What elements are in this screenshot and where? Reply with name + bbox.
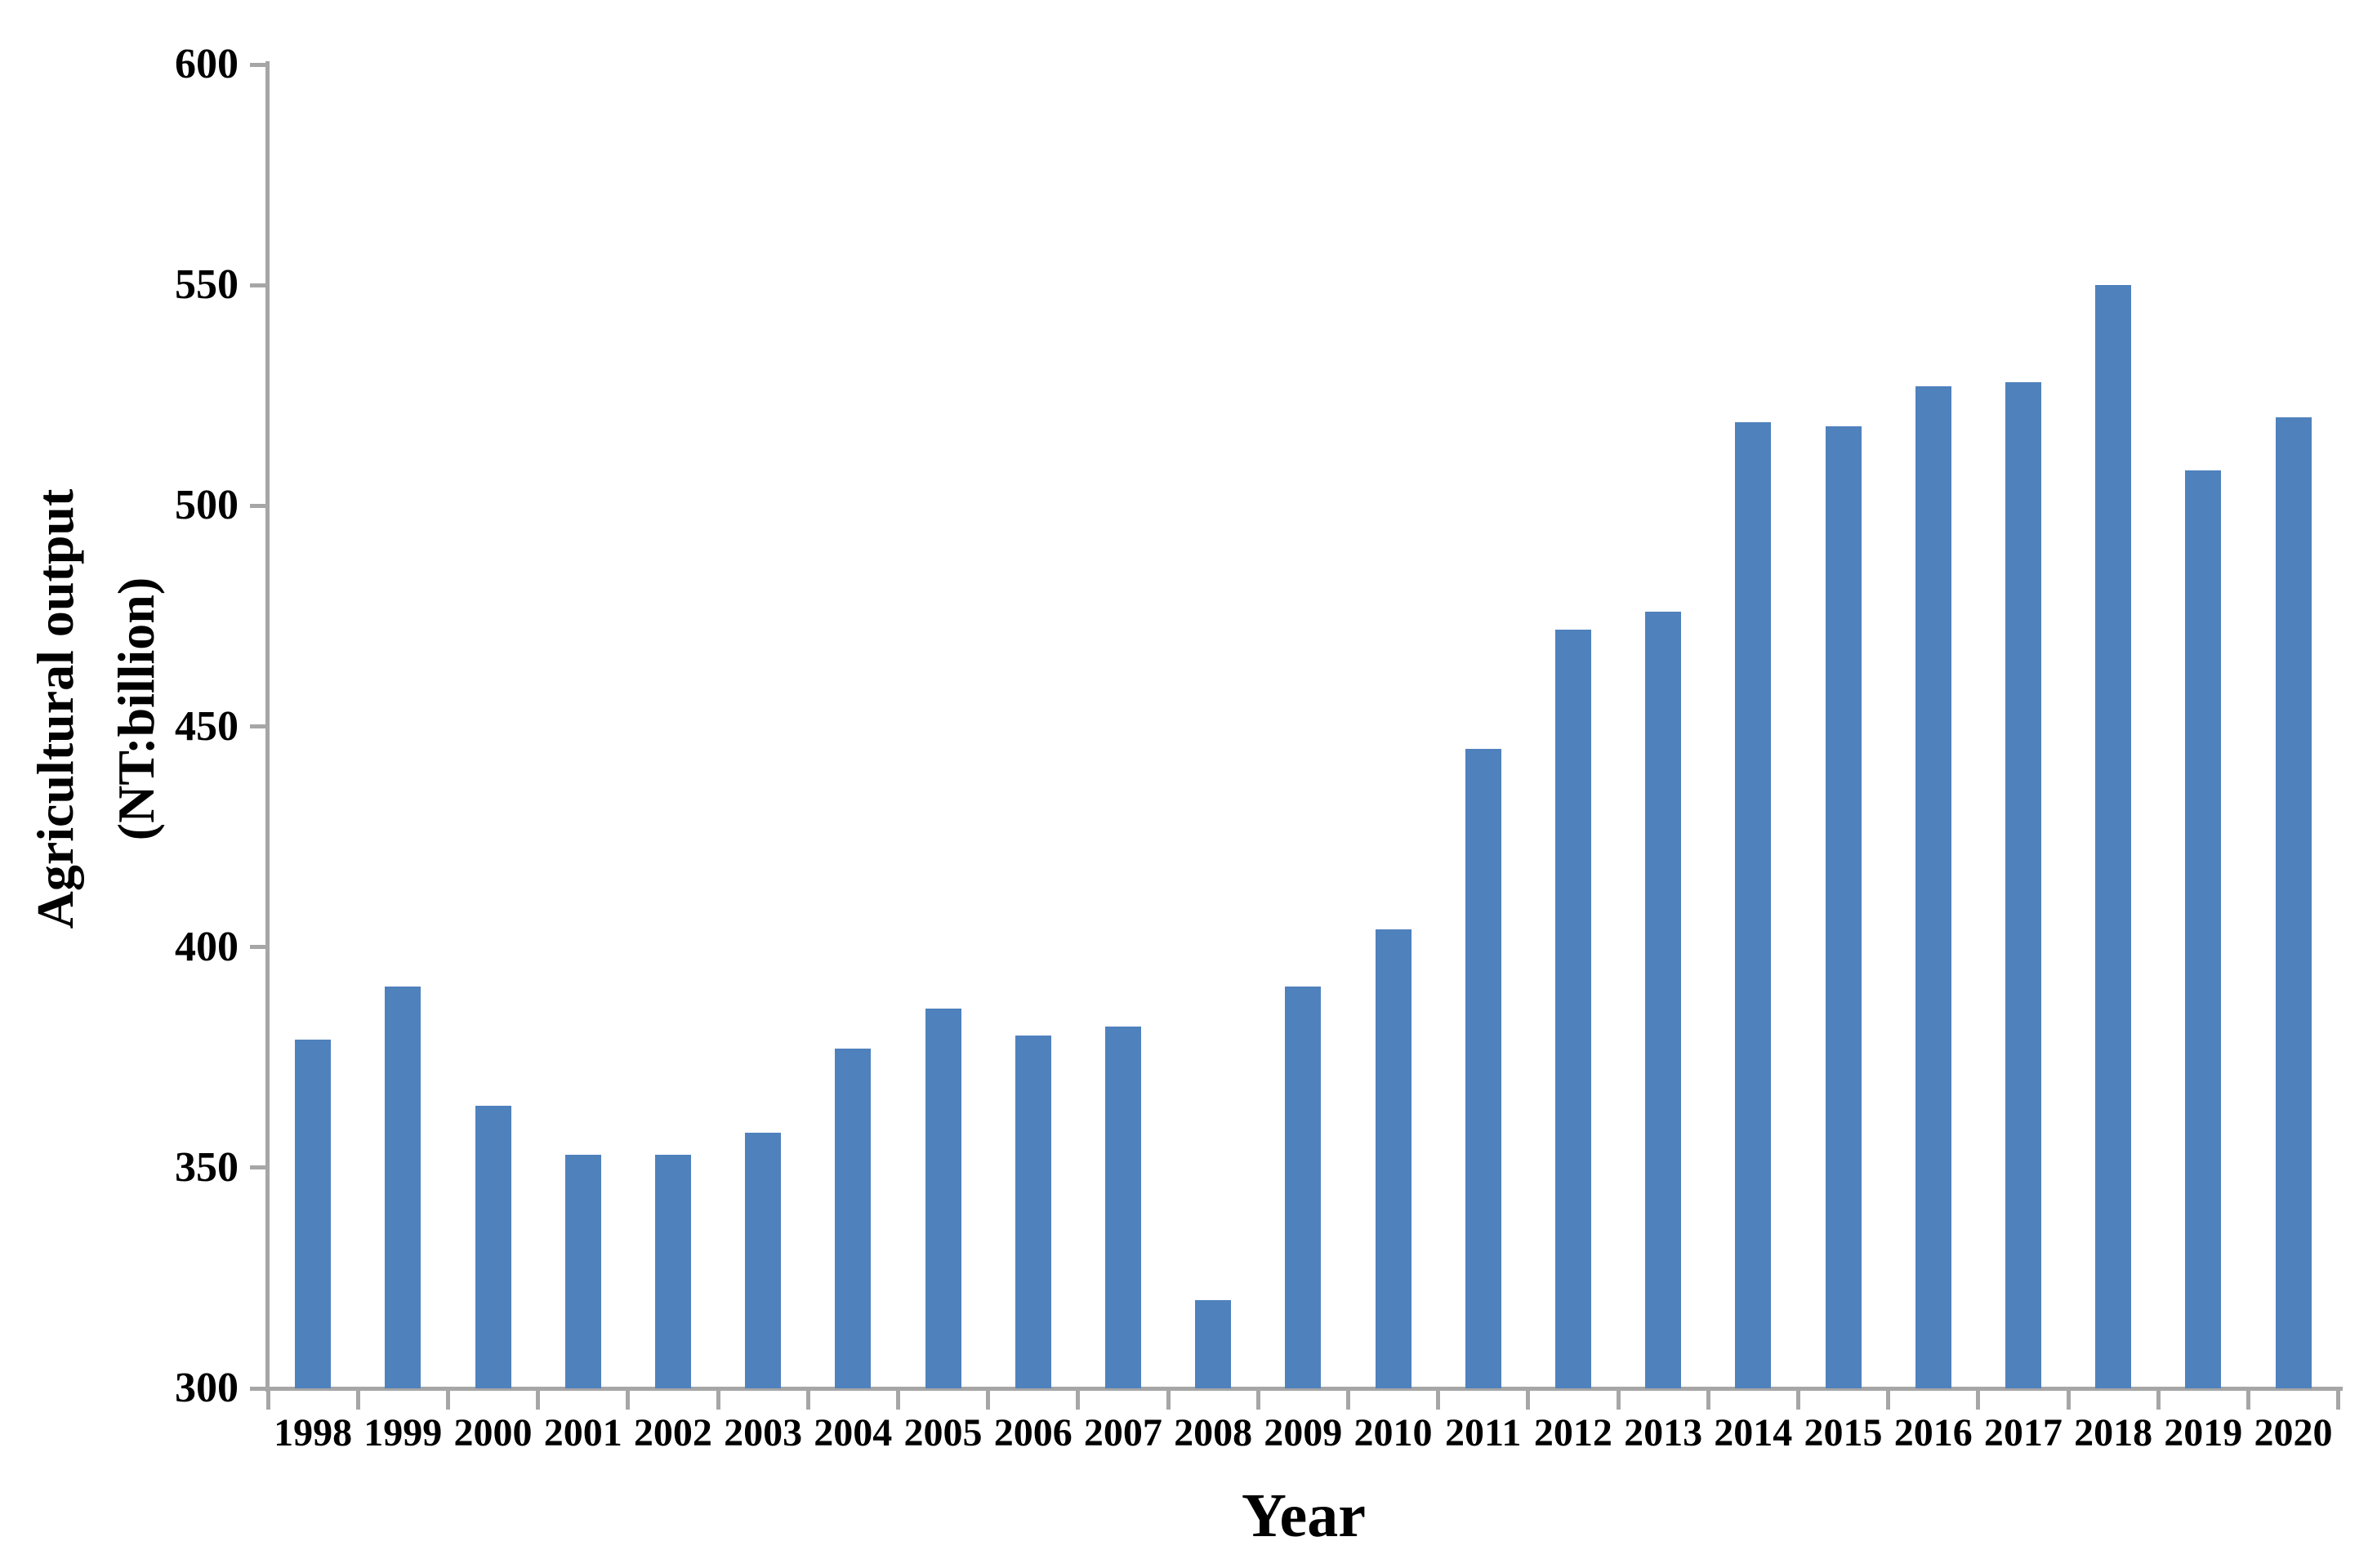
x-tick-mark — [1345, 1388, 1350, 1410]
bar-2008 — [1195, 1299, 1232, 1388]
x-tick-label: 2020 — [2254, 1411, 2333, 1454]
y-tick-mark — [250, 1165, 268, 1170]
bar-2007 — [1104, 1026, 1141, 1388]
bar-2014 — [1735, 421, 1772, 1388]
bar-1999 — [385, 987, 421, 1388]
x-tick-mark — [445, 1388, 450, 1410]
x-tick-label: 2017 — [1983, 1411, 2063, 1454]
x-tick-label: 2018 — [2074, 1411, 2153, 1454]
x-tick-label: 2013 — [1624, 1411, 1703, 1454]
x-tick-mark — [355, 1388, 360, 1410]
bar-2013 — [1645, 612, 1682, 1388]
x-tick-mark — [626, 1388, 631, 1410]
bar-1998 — [295, 1040, 332, 1388]
x-tick-mark — [805, 1388, 810, 1410]
x-tick-mark — [265, 1388, 270, 1410]
bar-2001 — [564, 1154, 601, 1388]
x-tick-label: 2015 — [1804, 1411, 1883, 1454]
x-tick-label: 2006 — [993, 1411, 1073, 1454]
x-tick-label: 2007 — [1083, 1411, 1162, 1454]
x-tick-label: 2016 — [1893, 1411, 1973, 1454]
bar-2018 — [2095, 285, 2132, 1388]
bar-2005 — [925, 1009, 961, 1388]
y-tick-label: 550 — [175, 261, 239, 309]
bar-2006 — [1015, 1035, 1051, 1388]
bar-2017 — [2005, 382, 2041, 1388]
bar-2012 — [1554, 629, 1591, 1388]
bar-2002 — [654, 1154, 691, 1388]
x-tick-mark — [1436, 1388, 1441, 1410]
y-tick-mark — [250, 724, 268, 728]
x-tick-mark — [895, 1388, 900, 1410]
bar-2020 — [2275, 417, 2312, 1388]
y-tick-label: 350 — [175, 1143, 239, 1191]
bar-2019 — [2185, 470, 2222, 1388]
x-tick-label: 2002 — [633, 1411, 712, 1454]
x-axis-title: Year — [1242, 1481, 1366, 1550]
y-tick-mark — [250, 62, 268, 67]
bar-2000 — [475, 1106, 511, 1388]
y-tick-label: 450 — [175, 702, 239, 750]
x-tick-mark — [1976, 1388, 1981, 1410]
x-tick-mark — [2336, 1388, 2341, 1410]
x-tick-mark — [716, 1388, 720, 1410]
x-tick-label: 2009 — [1264, 1411, 1343, 1454]
bar-2003 — [745, 1132, 782, 1388]
x-tick-mark — [986, 1388, 991, 1410]
x-tick-label: 2012 — [1533, 1411, 1612, 1454]
x-tick-label: 2004 — [814, 1411, 893, 1454]
x-tick-mark — [536, 1388, 541, 1410]
bar-2011 — [1465, 748, 1501, 1388]
y-tick-mark — [250, 945, 268, 950]
x-tick-label: 2010 — [1354, 1411, 1433, 1454]
x-tick-label: 2019 — [2164, 1411, 2243, 1454]
x-tick-mark — [1616, 1388, 1621, 1410]
y-tick-label: 400 — [175, 923, 239, 970]
x-tick-mark — [2066, 1388, 2071, 1410]
y-tick-mark — [250, 503, 268, 508]
x-tick-label: 2005 — [903, 1411, 983, 1454]
x-tick-label: 1998 — [274, 1411, 353, 1454]
bar-2004 — [835, 1048, 872, 1388]
x-axis-line — [265, 1387, 2343, 1391]
x-tick-mark — [2245, 1388, 2250, 1410]
x-tick-label: 1999 — [363, 1411, 443, 1454]
x-tick-mark — [1076, 1388, 1081, 1410]
x-tick-label: 2014 — [1714, 1411, 1793, 1454]
x-tick-label: 2003 — [724, 1411, 803, 1454]
y-tick-label: 600 — [175, 41, 239, 87]
y-tick-label: 300 — [175, 1365, 239, 1411]
x-tick-mark — [1166, 1388, 1171, 1410]
x-tick-mark — [1526, 1388, 1531, 1410]
x-tick-label: 2000 — [453, 1411, 533, 1454]
y-tick-label: 500 — [175, 482, 239, 529]
bar-2016 — [1915, 386, 1951, 1388]
bar-2009 — [1285, 987, 1322, 1388]
y-tick-mark — [250, 1386, 268, 1391]
x-tick-mark — [1795, 1388, 1800, 1410]
x-tick-mark — [1886, 1388, 1891, 1410]
x-tick-mark — [1255, 1388, 1260, 1410]
bar-2010 — [1375, 929, 1411, 1388]
y-tick-mark — [250, 283, 268, 287]
bar-2015 — [1825, 426, 1862, 1388]
x-tick-label: 2008 — [1174, 1411, 1253, 1454]
x-tick-mark — [1706, 1388, 1710, 1410]
x-tick-mark — [2156, 1388, 2161, 1410]
x-tick-label: 2011 — [1445, 1411, 1522, 1454]
x-tick-label: 2001 — [543, 1411, 622, 1454]
